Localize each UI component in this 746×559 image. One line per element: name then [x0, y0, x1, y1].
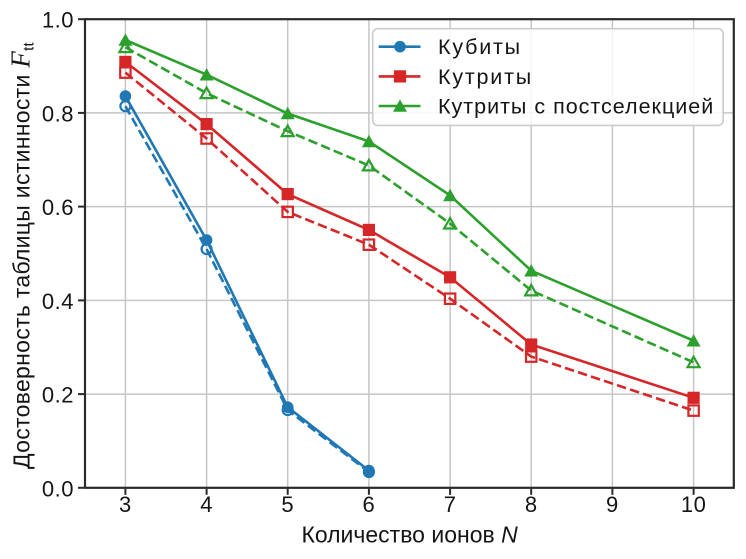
svg-text:0.0: 0.0	[42, 476, 74, 501]
svg-text:1.0: 1.0	[42, 8, 74, 33]
svg-text:9: 9	[606, 492, 619, 517]
svg-text:Кутриты с постселекцией: Кутриты с постселекцией	[438, 95, 714, 119]
svg-text:10: 10	[681, 492, 706, 517]
svg-text:3: 3	[119, 492, 132, 517]
svg-text:Кутриты: Кутриты	[438, 65, 533, 89]
svg-text:5: 5	[281, 492, 294, 517]
svg-text:7: 7	[444, 492, 457, 517]
svg-text:0.8: 0.8	[42, 101, 74, 126]
svg-text:6: 6	[363, 492, 376, 517]
svg-text:4: 4	[200, 492, 213, 517]
svg-text:8: 8	[525, 492, 538, 517]
svg-text:Количество ионов N: Количество ионов N	[301, 522, 518, 548]
svg-text:Достоверность таблицы истиннос: Достоверность таблицы истинности Ftt	[6, 41, 38, 469]
svg-text:0.4: 0.4	[42, 289, 74, 314]
svg-text:Кубиты: Кубиты	[438, 35, 522, 59]
svg-text:0.6: 0.6	[42, 195, 74, 220]
svg-text:0.2: 0.2	[42, 383, 74, 408]
